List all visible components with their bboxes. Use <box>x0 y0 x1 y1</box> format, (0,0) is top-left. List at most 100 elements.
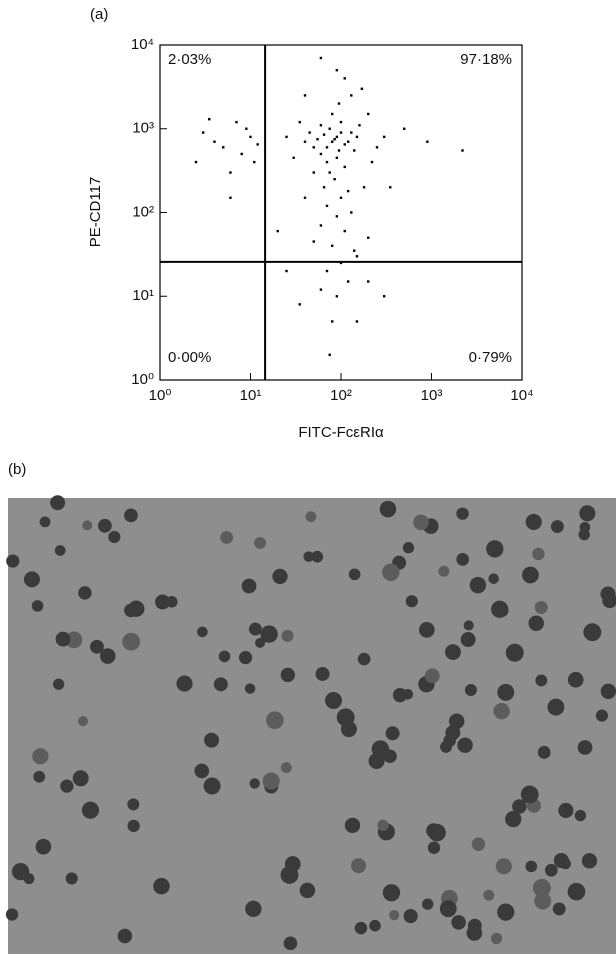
dot <box>426 140 429 143</box>
dot <box>333 138 336 141</box>
y-tick-label: 10⁰ <box>131 371 154 388</box>
dot <box>256 143 259 146</box>
cell <box>351 858 367 874</box>
cell <box>405 595 418 608</box>
y-tick-label: 10¹ <box>132 287 154 304</box>
cell <box>65 631 83 649</box>
cell <box>460 632 476 648</box>
dot <box>346 280 350 283</box>
cell <box>303 551 314 562</box>
dot <box>325 269 329 273</box>
cell <box>466 925 483 941</box>
dot <box>298 120 301 124</box>
dot <box>319 224 323 227</box>
dot <box>335 135 339 139</box>
dot <box>316 138 319 141</box>
cell <box>204 732 219 748</box>
cell <box>497 683 515 701</box>
dot <box>325 160 329 164</box>
dot <box>308 131 311 134</box>
dot <box>325 204 329 208</box>
dot <box>339 131 343 134</box>
cell <box>486 540 504 558</box>
dot <box>298 303 301 306</box>
dot <box>337 149 341 152</box>
cell <box>595 709 609 722</box>
y-tick-label: 10³ <box>132 120 154 137</box>
cell <box>238 651 253 665</box>
cell <box>33 770 46 783</box>
cell <box>558 802 574 819</box>
dot <box>322 133 326 136</box>
quadrant-label: 0·00% <box>168 349 211 366</box>
dot <box>292 156 295 159</box>
dot <box>229 196 232 199</box>
dot <box>382 135 386 139</box>
dot <box>331 140 334 143</box>
dot <box>335 69 339 72</box>
cell <box>254 536 267 549</box>
cell <box>495 858 512 875</box>
x-tick-label: 10² <box>330 387 352 404</box>
dot <box>403 127 406 130</box>
cell <box>368 752 385 769</box>
cell <box>354 921 368 935</box>
dot <box>343 77 346 80</box>
dot <box>312 146 315 149</box>
cell <box>440 740 453 753</box>
cell <box>534 892 552 910</box>
cell <box>451 915 466 930</box>
cell <box>78 716 89 727</box>
x-axis-label: FITC-FcεRIα <box>298 424 384 441</box>
dot <box>350 94 353 97</box>
cell <box>315 666 330 681</box>
cell <box>5 908 19 921</box>
cell <box>422 898 434 910</box>
y-axis-label: PE-CD117 <box>87 177 104 248</box>
cell <box>491 600 509 618</box>
dot <box>201 131 205 134</box>
dot <box>346 189 350 193</box>
dot <box>331 244 334 248</box>
dot <box>253 160 256 164</box>
y-tick-label: 10² <box>132 203 154 220</box>
dot <box>331 320 334 323</box>
dot <box>335 295 339 298</box>
dot <box>194 160 198 164</box>
dot <box>355 255 359 258</box>
cell <box>124 603 138 618</box>
dot <box>312 240 315 243</box>
dot <box>328 127 331 130</box>
dot <box>339 196 343 199</box>
cell <box>456 553 469 566</box>
cell <box>402 542 415 554</box>
cell <box>544 863 558 877</box>
dot <box>328 171 331 174</box>
dot <box>213 140 216 143</box>
cell <box>325 691 343 709</box>
cell <box>55 631 71 647</box>
cell <box>600 683 616 700</box>
x-tick-label: 10³ <box>421 387 443 404</box>
cell <box>218 650 231 663</box>
cell <box>272 568 288 585</box>
cell <box>438 565 450 577</box>
dot <box>240 152 243 156</box>
cell <box>241 578 257 594</box>
cell <box>262 772 280 790</box>
dot <box>350 211 353 214</box>
cell <box>117 928 133 944</box>
dot <box>370 160 374 164</box>
cell <box>581 853 598 869</box>
cell <box>344 817 361 834</box>
cell <box>483 889 495 901</box>
cell <box>490 932 503 945</box>
cell <box>445 725 461 741</box>
cell <box>53 678 65 690</box>
cell <box>525 860 538 873</box>
cell <box>266 711 284 730</box>
cell <box>522 566 539 584</box>
dot <box>358 124 361 127</box>
cell <box>124 508 138 523</box>
cell <box>488 573 499 584</box>
